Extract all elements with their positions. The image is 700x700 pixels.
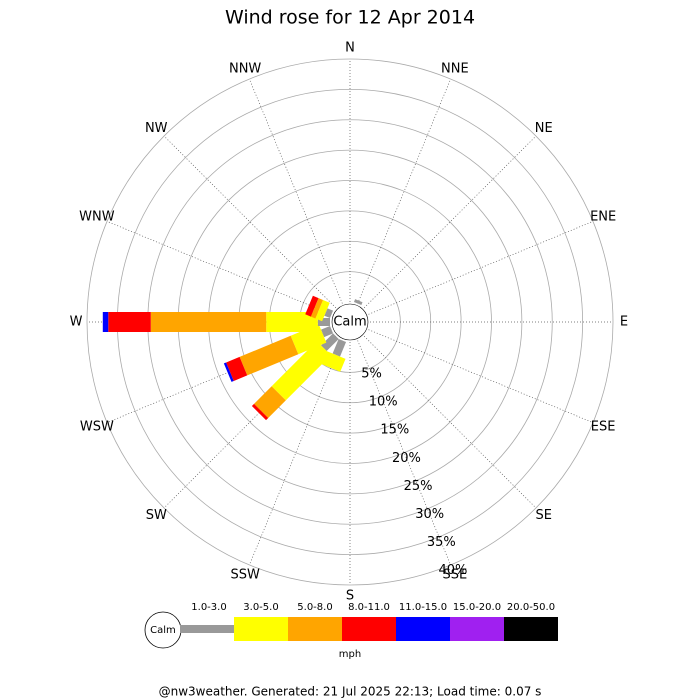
wind-segment: [305, 295, 319, 317]
direction-label: SE: [536, 508, 552, 523]
wind-segment: [226, 356, 248, 381]
direction-label: WSW: [80, 419, 114, 434]
footer: @nw3weather. Generated: 21 Jul 2025 22:1…: [159, 685, 542, 699]
r-tick-label: 35%: [427, 535, 456, 550]
legend-label: 11.0-15.0: [399, 602, 447, 613]
legend-label: 1.0-3.0: [191, 602, 226, 613]
legend-swatch: [504, 617, 558, 641]
wind-segment: [223, 362, 234, 382]
calm-label: Calm: [333, 315, 366, 330]
wind-segment: [251, 403, 269, 421]
chart-title: Wind rose for 12 Apr 2014: [225, 7, 475, 29]
wind-segment: [254, 386, 286, 418]
wind-segment: [108, 312, 151, 332]
legend-label: 20.0-50.0: [507, 602, 555, 613]
r-tick-label: 20%: [392, 451, 421, 466]
wind-segment: [315, 299, 330, 322]
wind-segment: [310, 298, 324, 319]
direction-label: WNW: [79, 210, 115, 225]
wind-segment: [324, 308, 334, 319]
calm-circle: [331, 303, 369, 341]
r-tick-label: 10%: [369, 395, 398, 410]
legend-label: 5.0-8.0: [297, 602, 332, 613]
r-tick-label: 15%: [380, 423, 409, 438]
legend-swatch: [396, 617, 450, 641]
legend-swatch: [180, 625, 234, 633]
direction-label: S: [346, 589, 354, 604]
wind-segment: [102, 312, 109, 332]
direction-label: NE: [535, 121, 553, 136]
direction-label: NNE: [441, 61, 469, 76]
direction-label: E: [620, 315, 628, 330]
wind-segment: [239, 335, 299, 376]
wind-segment: [353, 299, 363, 306]
legend-unit: mph: [339, 649, 361, 660]
direction-label: NNW: [229, 61, 261, 76]
wind-segment: [321, 333, 339, 351]
r-tick-label: 5%: [361, 367, 382, 382]
r-tick-label: 30%: [415, 507, 444, 522]
legend-label: 8.0-11.0: [348, 602, 390, 613]
bars: [102, 295, 373, 421]
legend-label: 3.0-5.0: [243, 602, 278, 613]
r-tick-label: 25%: [404, 479, 433, 494]
labels: N NNE NE ENE E ESE SE SSE S SSW SW WSW W WNW NW NNW 5% 10…: [70, 41, 629, 604]
wind-segment: [271, 341, 331, 401]
legend-swatch: [288, 617, 342, 641]
direction-label: SSE: [442, 568, 467, 583]
legend-swatch: [342, 617, 396, 641]
legend: Calm mph 1.0-3.0 3.0-5.0 5.0-8.0 8.0-11.0 11…: [144, 602, 558, 660]
direction-label: SSW: [230, 568, 260, 583]
wind-segment: [266, 312, 318, 332]
direction-label: SW: [146, 508, 167, 523]
wind-segment: [321, 325, 334, 338]
wind-segment: [150, 312, 267, 332]
direction-label: ENE: [590, 210, 616, 225]
legend-swatch: [234, 617, 288, 641]
direction-label: N: [345, 41, 355, 56]
grid-ring: [86, 58, 614, 586]
legend-label: 15.0-20.0: [453, 602, 501, 613]
direction-label: W: [70, 315, 83, 330]
wind-segment: [332, 338, 347, 357]
r-tick-label: 40%: [438, 563, 467, 578]
legend-calm-label: Calm: [150, 625, 176, 636]
legend-swatch: [450, 617, 504, 641]
direction-label: ESE: [591, 419, 616, 434]
direction-label: NW: [145, 121, 168, 136]
